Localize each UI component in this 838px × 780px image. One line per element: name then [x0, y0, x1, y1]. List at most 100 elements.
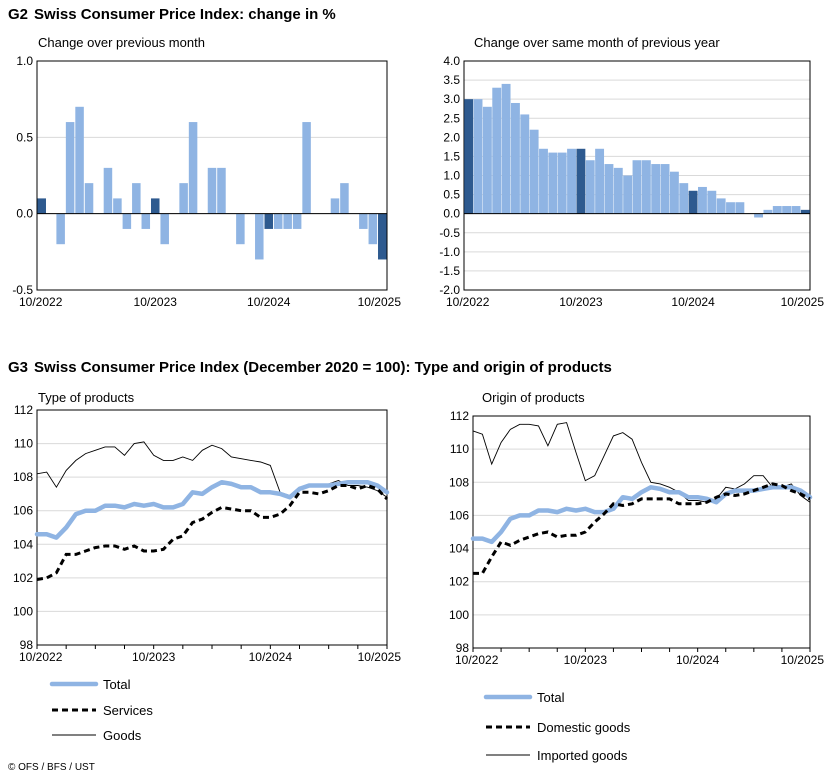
- y-tick-label: 2.5: [443, 111, 460, 125]
- bar: [330, 198, 340, 214]
- chart-subtitle: Change over same month of previous year: [474, 35, 720, 50]
- bar: [464, 99, 474, 214]
- x-tick-label: 10/2025: [358, 295, 402, 309]
- bar: [651, 164, 661, 214]
- bar: [772, 206, 782, 214]
- bar: [75, 106, 84, 214]
- bar: [576, 148, 586, 214]
- bar: [359, 213, 368, 229]
- bar: [56, 213, 65, 245]
- y-tick-label: -2.0: [439, 283, 460, 297]
- x-tick-label: 10/2023: [134, 295, 178, 309]
- bar: [613, 167, 623, 214]
- bar: [141, 213, 151, 229]
- y-tick-label: 108: [13, 470, 33, 484]
- bar: [368, 213, 378, 245]
- bar: [782, 206, 792, 214]
- legend-label: Services: [103, 703, 153, 718]
- bar: [529, 129, 539, 214]
- x-tick-label: 10/2025: [781, 653, 825, 667]
- y-tick-label: 104: [449, 542, 469, 556]
- bar: [641, 160, 651, 214]
- bar: [669, 171, 679, 214]
- y-tick-label: 110: [450, 442, 469, 456]
- y-tick-label: 108: [449, 475, 469, 489]
- g2-heading: G2 Swiss Consumer Price Index: change in …: [8, 6, 336, 23]
- y-tick-label: 0.5: [443, 188, 460, 202]
- plot-frame: [463, 60, 811, 291]
- x-tick-label: 10/2025: [781, 295, 825, 309]
- bar: [188, 122, 198, 214]
- y-tick-label: -0.5: [12, 283, 33, 297]
- bar: [632, 160, 642, 214]
- series-line-services: [36, 483, 389, 581]
- copyright-notice: © OFS / BFS / UST: [8, 762, 95, 773]
- series-line-total: [470, 485, 813, 545]
- bar: [179, 183, 188, 214]
- bar: [150, 198, 160, 214]
- x-tick-label: 10/2022: [19, 295, 63, 309]
- bar: [557, 152, 567, 214]
- bar: [539, 148, 548, 214]
- x-tick-label: 10/2022: [446, 295, 490, 309]
- bar: [800, 209, 810, 214]
- bar: [113, 198, 122, 214]
- bar: [378, 213, 387, 260]
- x-tick-label: 10/2024: [671, 295, 715, 309]
- y-tick-label: -1.5: [439, 264, 460, 278]
- y-tick-label: -1.0: [439, 245, 460, 259]
- y-tick-label: 3.5: [443, 73, 460, 87]
- g3-title: Swiss Consumer Price Index (December 202…: [34, 359, 612, 376]
- legend-label: Imported goods: [537, 748, 628, 763]
- legend-label: Total: [537, 690, 565, 705]
- g3-heading: G3 Swiss Consumer Price Index (December 2…: [8, 359, 612, 376]
- y-tick-label: 112: [450, 409, 469, 423]
- bar: [292, 213, 302, 229]
- bar: [273, 213, 283, 229]
- y-tick-label: 98: [456, 641, 470, 655]
- bar: [698, 186, 707, 214]
- bar: [726, 202, 735, 214]
- bar: [520, 114, 530, 214]
- x-tick-label: 10/2024: [676, 653, 720, 667]
- bar: [302, 122, 311, 214]
- y-tick-label: 0.0: [16, 207, 33, 221]
- y-tick-label: 1.0: [16, 54, 33, 68]
- bar: [679, 183, 689, 214]
- bar: [65, 122, 75, 214]
- bar: [604, 164, 614, 214]
- bar: [707, 190, 717, 214]
- chart-subtitle: Type of products: [38, 390, 135, 405]
- bar: [567, 148, 576, 214]
- legend-label: Total: [103, 677, 131, 692]
- x-tick-label: 10/2023: [564, 653, 608, 667]
- x-tick-label: 10/2024: [249, 650, 293, 664]
- bar: [510, 102, 520, 214]
- bar: [255, 213, 264, 260]
- bar: [482, 106, 492, 214]
- series-line-imported-goods: [472, 422, 811, 503]
- bar: [716, 198, 726, 214]
- series-line-total: [34, 479, 390, 540]
- y-tick-label: 0.0: [443, 207, 460, 221]
- y-tick-label: 100: [13, 604, 33, 618]
- bar: [791, 206, 801, 214]
- bar: [207, 167, 217, 214]
- y-tick-label: 104: [13, 537, 33, 551]
- bar: [160, 213, 169, 245]
- bar: [623, 175, 633, 214]
- bar: [754, 213, 764, 218]
- legend-label: Goods: [103, 728, 142, 743]
- chart-subtitle: Origin of products: [482, 390, 585, 405]
- bar: [132, 183, 141, 214]
- bar: [217, 167, 226, 214]
- y-tick-label: 112: [14, 403, 33, 417]
- g3-code: G3: [8, 359, 29, 376]
- g2-title: Swiss Consumer Price Index: change in %: [34, 6, 336, 23]
- y-tick-label: 4.0: [443, 54, 460, 68]
- y-tick-label: 102: [13, 571, 33, 585]
- x-tick-label: 10/2022: [19, 650, 63, 664]
- x-tick-label: 10/2025: [358, 650, 402, 664]
- bar: [37, 198, 46, 214]
